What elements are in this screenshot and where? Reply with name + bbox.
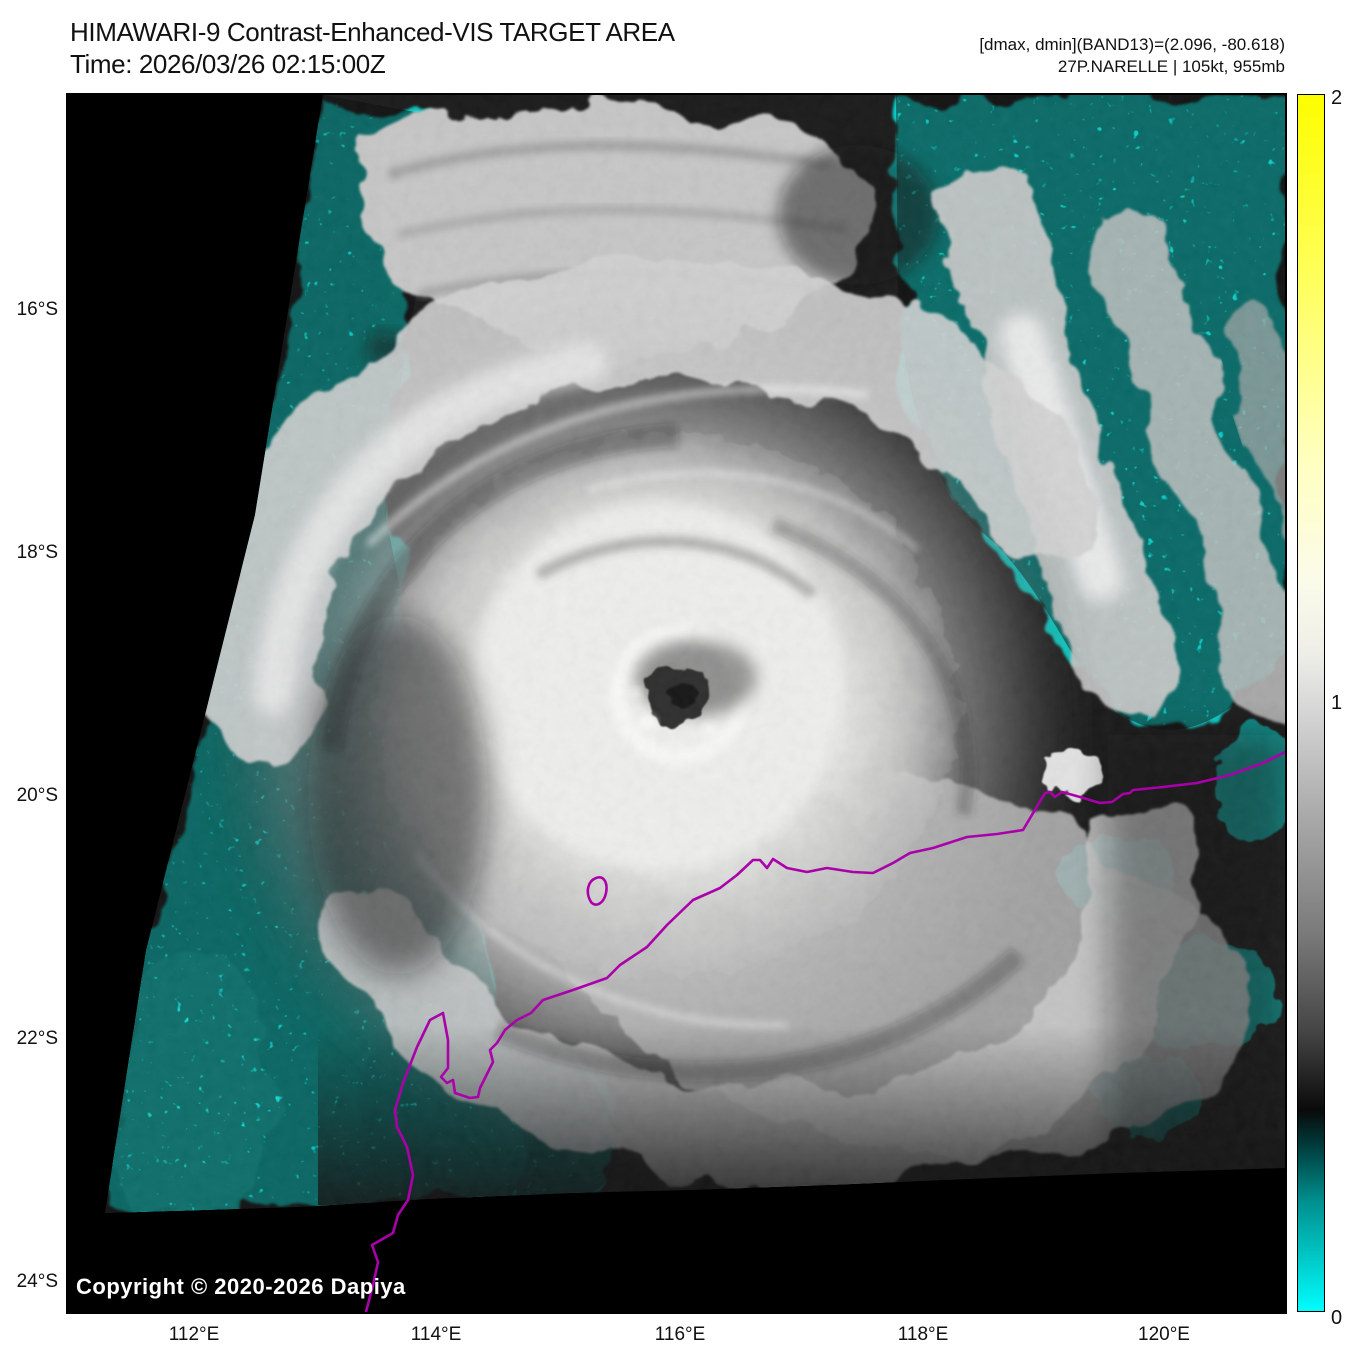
colorbar-tick-1: 1 (1331, 692, 1343, 714)
sensor-grain (105, 95, 1285, 1213)
map-canvas: Copyright © 2020-2026 Dapiya (66, 93, 1287, 1314)
lat-tick-16s: 16°S (16, 299, 58, 320)
colorbar-tick-0: 0 (1331, 1307, 1343, 1329)
lon-tick-120e: 120°E (1138, 1324, 1190, 1345)
lon-tick-112e: 112°E (168, 1324, 220, 1345)
copyright-notice: Copyright © 2020-2026 Dapiya (76, 1274, 406, 1299)
colorbar-tick-2: 2 (1331, 87, 1343, 109)
page-title: HIMAWARI-9 Contrast-Enhanced-VIS TARGET … (70, 17, 675, 47)
colorbar (1297, 94, 1325, 1312)
lat-tick-20s: 20°S (16, 785, 58, 806)
lat-tick-18s: 18°S (16, 542, 58, 563)
lon-tick-118e: 118°E (897, 1324, 949, 1345)
header-left: HIMAWARI-9 Contrast-Enhanced-VIS TARGET … (70, 16, 675, 80)
lat-tick-24s: 24°S (16, 1271, 58, 1292)
lon-tick-116e: 116°E (654, 1324, 706, 1345)
timestamp: Time: 2026/03/26 02:15:00Z (70, 49, 386, 79)
data-swath (105, 95, 1285, 1213)
header-right: [dmax, dmin](BAND13)=(2.096, -80.618) 27… (805, 34, 1285, 78)
island-outline (586, 876, 608, 906)
satellite-image (68, 95, 1285, 1312)
lon-tick-114e: 114°E (410, 1324, 462, 1345)
storm-info: 27P.NARELLE | 105kt, 955mb (1057, 57, 1285, 76)
lat-tick-22s: 22°S (16, 1028, 58, 1049)
coastline (364, 750, 1285, 1312)
band13-stats: [dmax, dmin](BAND13)=(2.096, -80.618) (979, 35, 1285, 54)
